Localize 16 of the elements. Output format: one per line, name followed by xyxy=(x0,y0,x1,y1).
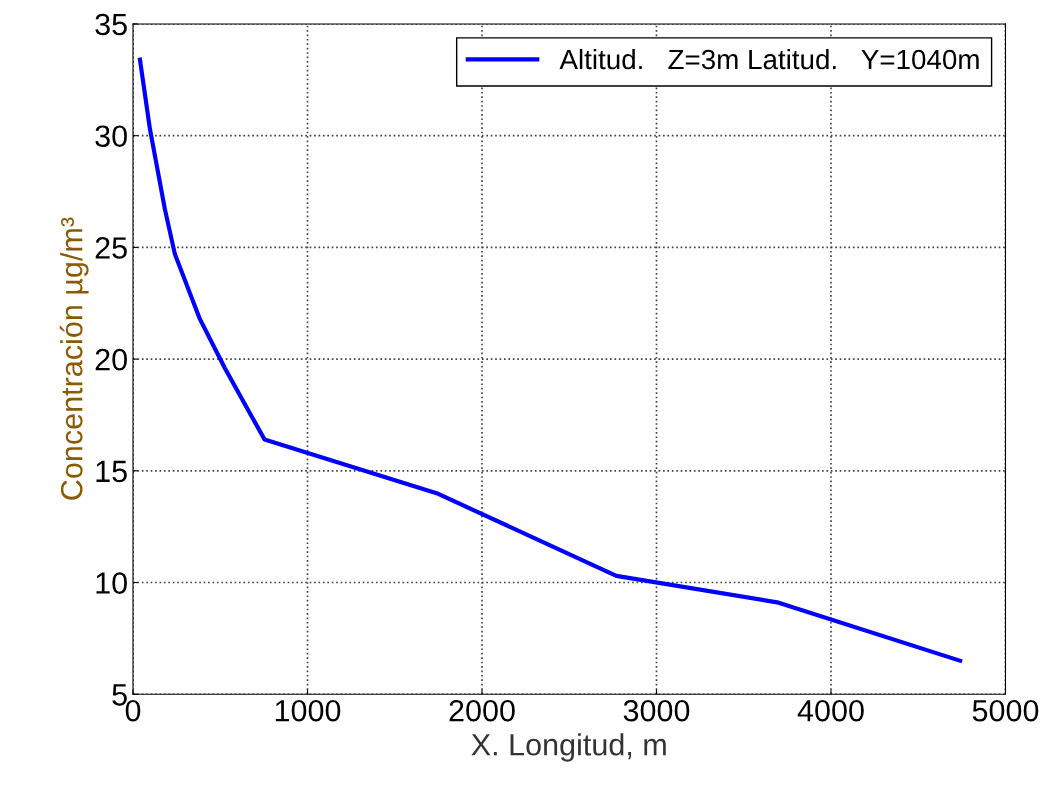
x-axis-title: X. Longitud, m xyxy=(471,733,666,762)
x-tick-label: 1000 xyxy=(275,699,341,722)
y-tick-label: 20 xyxy=(95,348,127,371)
y-axis-title: Concentración µg/m³ xyxy=(59,217,89,500)
y-tick-label: 30 xyxy=(95,125,127,148)
y-tick-label: 35 xyxy=(95,13,127,36)
x-tick-label: 5000 xyxy=(972,699,1039,722)
y-tick-label: 15 xyxy=(96,460,127,483)
y-tick-label: 25 xyxy=(95,237,127,259)
y-tick-label: 10 xyxy=(96,572,127,594)
x-tick-label: 0 xyxy=(125,699,141,722)
x-tick-label: 4000 xyxy=(797,699,864,722)
x-tick-label: 2000 xyxy=(449,699,515,722)
y-tick-label: 5 xyxy=(112,684,127,706)
x-tick-label: 3000 xyxy=(623,699,690,722)
legend-label: Altitud. Z=3m Latitud. Y=1040m xyxy=(559,48,979,70)
